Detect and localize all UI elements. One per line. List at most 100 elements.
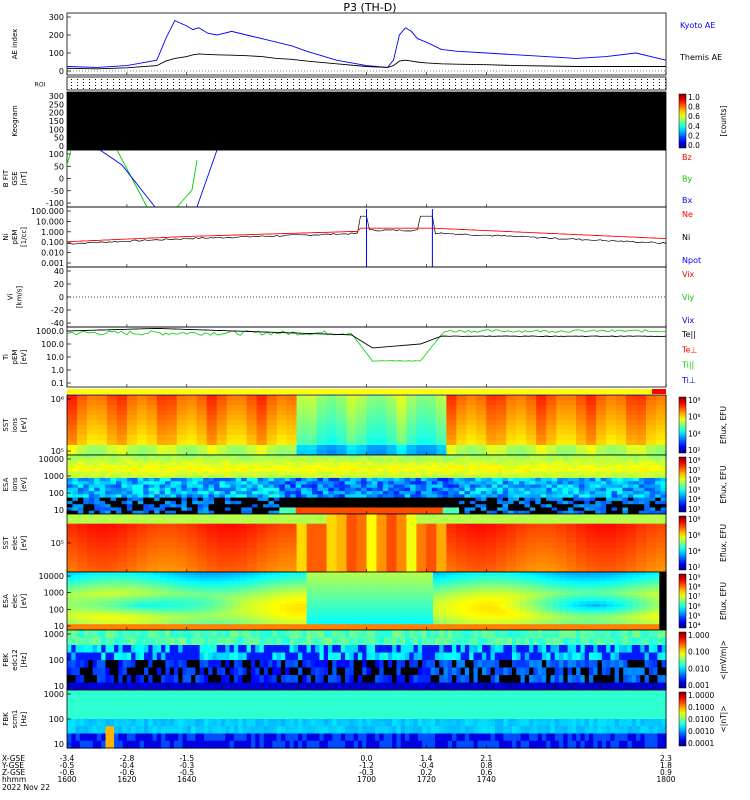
heatmap-cell: [176, 538, 188, 544]
heatmap-cell: [113, 577, 121, 582]
heatmap-cell: [616, 562, 627, 568]
heatmap-cell: [393, 464, 400, 469]
heatmap-cell: [136, 528, 148, 534]
heatmap-cell: [333, 612, 341, 617]
heatmap-cell: [220, 592, 228, 596]
heatmap-cell: [106, 580, 115, 585]
roi-dot: [101, 88, 102, 89]
heatmap-cell: [156, 430, 168, 436]
heatmap-cell: [446, 450, 457, 456]
heatmap-cell: [214, 500, 221, 505]
heatmap-cell: [573, 481, 580, 486]
heatmap-cell: [404, 497, 411, 502]
heatmap-cell: [326, 514, 338, 520]
heatmap-cell: [266, 589, 274, 593]
roi-dot: [329, 88, 330, 89]
heatmap-cell: [106, 528, 118, 534]
heatmap-cell: [268, 507, 275, 512]
heatmap-cell: [415, 507, 422, 512]
heatmap-cell: [113, 598, 121, 602]
heatmap-cell: [260, 577, 268, 582]
heatmap-cell: [589, 484, 596, 489]
heatmap-cell: [518, 464, 526, 469]
heatmap-cell: [562, 487, 569, 492]
heatmap-cell: [339, 580, 348, 585]
heatmap-cell: [319, 624, 328, 628]
heatmap-cell: [276, 425, 288, 431]
heatmap-cell: [356, 547, 368, 554]
heatmap-cell: [77, 500, 84, 505]
heatmap-cell: [106, 574, 115, 579]
heatmap-cell: [146, 567, 158, 573]
heatmap-cell: [406, 415, 418, 421]
heatmap-cell: [192, 464, 199, 469]
heatmap-cell: [606, 514, 617, 520]
heatmap-cell: [110, 510, 117, 515]
heatmap-cell: [589, 464, 596, 469]
heatmap-cell: [536, 415, 547, 421]
roi-dot: [665, 79, 666, 80]
heatmap-cell: [524, 461, 531, 466]
roi-dot: [461, 85, 462, 86]
roi-dot: [71, 82, 72, 83]
heatmap-cell: [626, 533, 637, 539]
roi-dot: [179, 82, 180, 83]
heatmap-cell: [595, 458, 602, 463]
heatmap-cell: [67, 589, 75, 593]
heatmap-cell: [166, 592, 175, 596]
heatmap-cell: [366, 603, 374, 608]
heatmap-cell: [656, 518, 667, 525]
heatmap-cell: [110, 491, 117, 495]
heatmap-cell: [160, 627, 168, 631]
heatmap-cell: [448, 458, 455, 463]
heatmap-cell: [73, 603, 81, 608]
heatmap-cell: [106, 538, 118, 544]
heatmap-cell: [313, 627, 321, 631]
heatmap-cell: [246, 592, 254, 596]
heatmap-cell: [616, 538, 627, 544]
heatmap-cell: [426, 481, 433, 486]
heatmap-cell: [453, 455, 460, 459]
roi-dot: [581, 82, 582, 83]
ytick-label: 40: [54, 267, 64, 276]
roi-dot: [311, 82, 312, 83]
roi-dot: [581, 88, 582, 89]
heatmap-cell: [326, 533, 338, 539]
heatmap-cell: [448, 491, 455, 495]
heatmap-cell: [638, 477, 645, 482]
heatmap-cell: [596, 567, 607, 573]
heatmap-cell: [165, 497, 172, 502]
heatmap-cell: [126, 603, 135, 608]
legend-item: Vix: [682, 270, 695, 279]
heatmap-cell: [399, 491, 406, 495]
heatmap-cell: [88, 500, 95, 505]
heatmap-cell: [326, 400, 338, 406]
heatmap-cell: [154, 487, 161, 492]
heatmap-cell: [301, 458, 308, 463]
heatmap-cell: [386, 567, 398, 573]
heatmap-cell: [660, 507, 667, 512]
heatmap-cell: [266, 577, 274, 582]
heatmap-cell: [350, 497, 357, 502]
heatmap-cell: [655, 484, 662, 489]
heatmap-cell: [165, 494, 172, 499]
heatmap-cell: [622, 497, 629, 502]
roi-dot: [245, 79, 246, 80]
heatmap-cell: [279, 618, 288, 622]
heatmap-cell: [216, 395, 228, 401]
heatmap-cell: [366, 518, 378, 525]
ylabel-line: [nT]: [20, 171, 28, 185]
heatmap-cell: [373, 603, 381, 608]
heatmap-cell: [524, 468, 531, 472]
heatmap-cell: [322, 477, 329, 482]
heatmap-cell: [268, 494, 275, 499]
roi-dot: [569, 79, 570, 80]
heatmap-cell: [551, 477, 558, 482]
heatmap-cell: [286, 543, 298, 549]
roi-dot: [413, 88, 414, 89]
heatmap-cell: [236, 562, 248, 568]
heatmap-cell: [326, 425, 338, 431]
roi-dot: [605, 79, 606, 80]
heatmap-cell: [359, 598, 368, 602]
heatmap-cell: [176, 543, 188, 549]
